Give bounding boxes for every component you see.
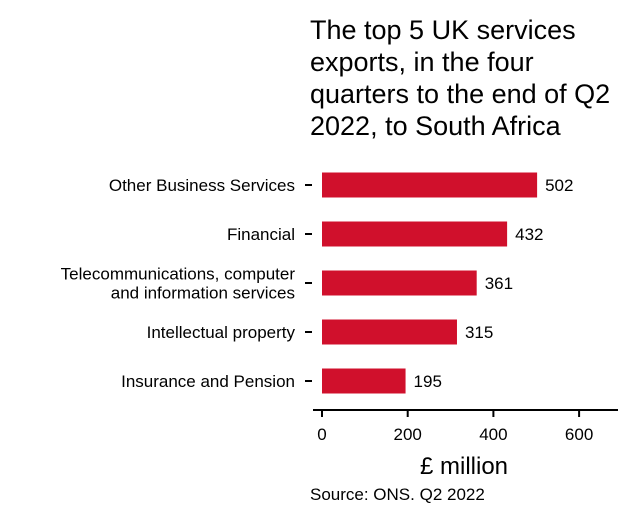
category-label: Telecommunications, computer <box>61 265 296 284</box>
data-label: 361 <box>485 274 513 293</box>
data-label: 432 <box>515 225 543 244</box>
title-line: The top 5 UK services <box>310 15 576 45</box>
bar <box>322 172 538 198</box>
bar <box>322 270 477 296</box>
category-label: Financial <box>227 225 295 244</box>
data-label: 502 <box>545 176 573 195</box>
category-label: and information services <box>111 284 295 303</box>
chart-title: The top 5 UK services exports, in the fo… <box>310 14 630 142</box>
title-line: quarters to the end of Q2 <box>310 79 611 109</box>
source-note: Source: ONS. Q2 2022 <box>310 485 485 504</box>
bar <box>322 319 457 345</box>
category-label: Insurance and Pension <box>121 372 295 391</box>
x-tick-label: 200 <box>394 425 422 444</box>
x-axis-label: £ million <box>420 453 508 480</box>
x-tick-label: 600 <box>565 425 593 444</box>
title-line: 2022, to South Africa <box>310 111 561 141</box>
title-line: exports, in the four <box>310 47 534 77</box>
category-label: Other Business Services <box>109 176 295 195</box>
bar <box>322 368 406 394</box>
x-tick-label: 400 <box>479 425 507 444</box>
data-label: 195 <box>414 372 442 391</box>
bar <box>322 221 508 247</box>
x-tick-label: 0 <box>317 425 326 444</box>
category-label: Intellectual property <box>147 323 296 342</box>
data-label: 315 <box>465 323 493 342</box>
